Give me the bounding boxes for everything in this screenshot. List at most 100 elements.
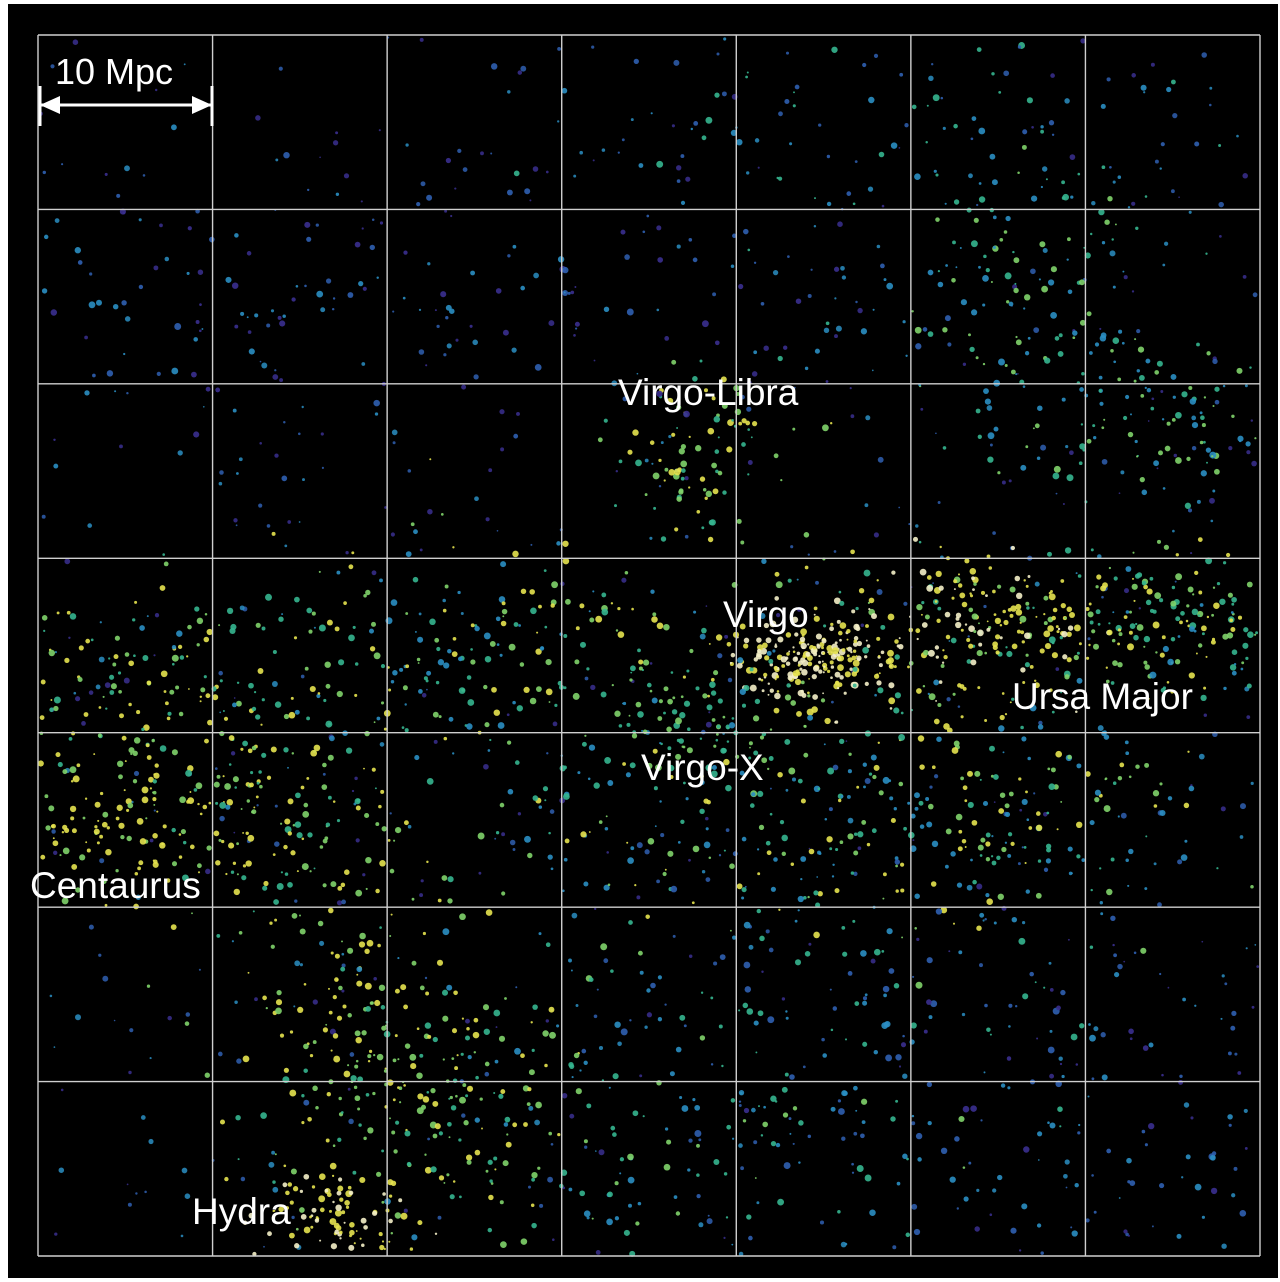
galaxy-point xyxy=(412,576,419,583)
galaxy-point xyxy=(831,875,835,878)
galaxy-point xyxy=(261,752,267,758)
galaxy-point xyxy=(561,87,568,94)
galaxy-point xyxy=(839,600,845,606)
galaxy-point xyxy=(542,1030,549,1037)
galaxy-point xyxy=(888,697,896,705)
galaxy-point xyxy=(98,706,102,709)
galaxy-point xyxy=(766,850,772,856)
galaxy-point xyxy=(1085,606,1090,612)
galaxy-point xyxy=(490,63,498,70)
galaxy-point xyxy=(143,724,150,731)
galaxy-point xyxy=(886,282,894,290)
galaxy-point xyxy=(232,776,239,783)
galaxy-point xyxy=(1085,1218,1090,1223)
galaxy-point xyxy=(1106,1148,1112,1154)
galaxy-point xyxy=(165,878,171,883)
galaxy-point xyxy=(846,654,850,658)
galaxy-point xyxy=(992,215,997,220)
galaxy-point xyxy=(341,940,343,943)
galaxy-point xyxy=(876,680,882,686)
galaxy-point xyxy=(381,1149,385,1153)
galaxy-point xyxy=(620,229,626,235)
galaxy-point xyxy=(901,936,904,939)
galaxy-point xyxy=(1049,1029,1053,1033)
galaxy-point xyxy=(44,794,49,799)
galaxy-point xyxy=(1014,575,1021,582)
galaxy-point xyxy=(402,296,406,300)
galaxy-point xyxy=(649,662,653,665)
galaxy-point xyxy=(944,864,949,869)
galaxy-point xyxy=(840,265,845,271)
galaxy-point xyxy=(1191,421,1199,429)
galaxy-point xyxy=(625,772,631,778)
galaxy-point xyxy=(1022,129,1028,135)
galaxy-point xyxy=(139,625,145,631)
galaxy-point xyxy=(520,1053,525,1059)
galaxy-point xyxy=(782,1112,789,1118)
galaxy-point xyxy=(99,858,105,864)
galaxy-point xyxy=(1183,1102,1190,1108)
galaxy-point xyxy=(1004,811,1011,817)
galaxy-point xyxy=(950,637,957,644)
galaxy-point xyxy=(933,774,939,779)
galaxy-point xyxy=(193,431,200,438)
galaxy-point xyxy=(852,649,857,653)
galaxy-point xyxy=(1113,953,1118,958)
galaxy-point xyxy=(927,269,934,276)
galaxy-point xyxy=(457,590,461,595)
galaxy-point xyxy=(1056,1005,1061,1011)
galaxy-point xyxy=(1180,854,1188,861)
galaxy-point xyxy=(804,951,811,957)
galaxy-point xyxy=(1218,144,1222,147)
galaxy-point xyxy=(550,603,555,608)
galaxy-point xyxy=(57,762,63,768)
galaxy-point xyxy=(914,173,921,180)
galaxy-point xyxy=(489,1179,493,1183)
galaxy-point xyxy=(1101,595,1104,599)
galaxy-point xyxy=(626,722,631,727)
galaxy-point xyxy=(1097,622,1101,626)
galaxy-point xyxy=(1079,443,1086,450)
galaxy-point xyxy=(1050,590,1053,593)
galaxy-point xyxy=(977,686,981,690)
galaxy-point xyxy=(1064,98,1070,104)
galaxy-point xyxy=(520,588,527,595)
galaxy-point xyxy=(705,877,711,882)
galaxy-point xyxy=(841,926,846,930)
galaxy-point xyxy=(483,632,491,640)
galaxy-point xyxy=(383,1247,386,1251)
galaxy-point xyxy=(505,1141,512,1148)
galaxy-point xyxy=(427,508,433,515)
galaxy-point xyxy=(1159,598,1164,603)
galaxy-point xyxy=(902,1073,908,1079)
galaxy-point xyxy=(1187,586,1194,593)
galaxy-point xyxy=(902,1034,905,1038)
galaxy-point xyxy=(816,876,819,878)
galaxy-point xyxy=(121,300,127,306)
galaxy-point xyxy=(1007,1086,1011,1090)
galaxy-point xyxy=(1242,275,1247,279)
galaxy-point xyxy=(776,690,780,693)
galaxy-point xyxy=(705,827,709,831)
galaxy-point xyxy=(374,412,379,416)
galaxy-point xyxy=(318,1195,326,1203)
galaxy-point xyxy=(427,262,431,266)
galaxy-point xyxy=(651,616,658,623)
galaxy-point xyxy=(43,629,46,633)
galaxy-point xyxy=(666,726,672,733)
galaxy-point xyxy=(1024,662,1030,668)
galaxy-point xyxy=(1088,1023,1091,1026)
galaxy-point xyxy=(484,1061,490,1067)
galaxy-point xyxy=(1185,619,1189,623)
galaxy-point xyxy=(495,831,500,835)
galaxy-point xyxy=(935,699,938,702)
galaxy-point xyxy=(119,444,123,449)
galaxy-point xyxy=(1238,439,1242,443)
galaxy-point xyxy=(1134,338,1137,341)
galaxy-point xyxy=(1231,414,1235,419)
galaxy-point xyxy=(1027,575,1031,578)
galaxy-point xyxy=(235,524,238,527)
galaxy-point xyxy=(135,1192,138,1195)
galaxy-point xyxy=(108,657,111,660)
galaxy-point xyxy=(1209,86,1213,90)
